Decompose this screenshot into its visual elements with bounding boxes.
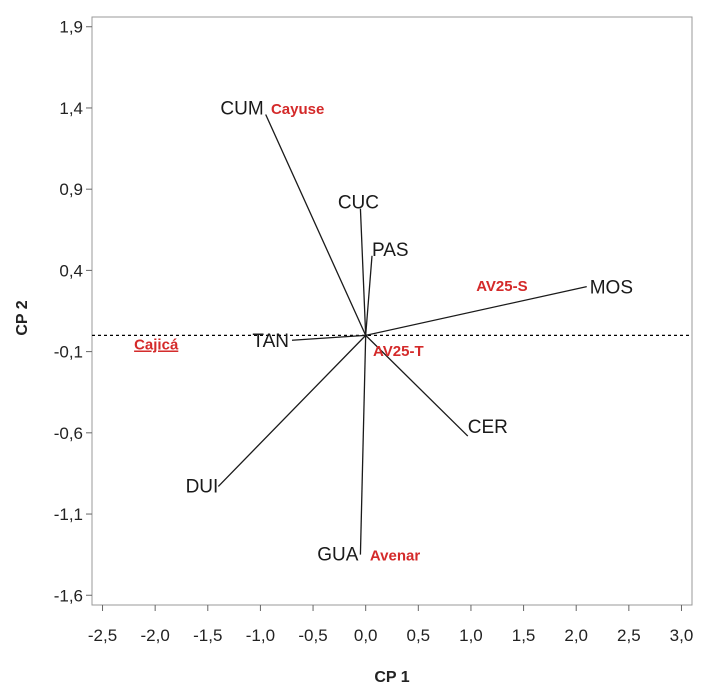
object-label-cajic-: Cajicá — [134, 336, 179, 353]
variable-label-dui: DUI — [186, 476, 219, 497]
variable-label-mos: MOS — [590, 278, 633, 299]
variable-label-cuc: CUC — [338, 193, 379, 214]
y-tick-label: -1,6 — [54, 586, 83, 605]
vector-cum — [265, 114, 367, 336]
x-tick-label: -2,5 — [88, 626, 117, 645]
vector-mos — [365, 286, 587, 336]
y-tick-label: 0,4 — [59, 261, 83, 280]
variable-label-cer: CER — [468, 417, 508, 438]
x-axis-ticks: -2,5 -2,0 -1,5 -1,0 -0,5 0,0 0,5 1,0 1,5 2,0 2,5 3,… — [88, 605, 693, 645]
x-tick-label: -2,0 — [141, 626, 170, 645]
y-tick-label: 1,9 — [59, 18, 83, 37]
y-axis-ticks: -1,6 -1,1 -0,6 -0,1 0,4 0,9 1,4 1,9 — [54, 18, 92, 605]
x-tick-label: -0,5 — [298, 626, 327, 645]
vector-dui — [217, 334, 367, 487]
variable-vectors: CUM CUC PAS MOS TAN CER DUI GUA — [186, 98, 633, 565]
vector-pas — [365, 255, 373, 336]
object-label-avenar: Avenar — [370, 548, 420, 565]
vector-cer — [365, 334, 469, 437]
vector-cuc — [359, 208, 367, 336]
x-tick-label: 1,5 — [512, 626, 536, 645]
plot-frame — [91, 16, 693, 606]
x-tick-label: 2,5 — [617, 626, 641, 645]
y-tick-label: -1,1 — [54, 505, 83, 524]
x-tick-label: 0,0 — [354, 626, 378, 645]
y-tick-label: 1,4 — [59, 99, 83, 118]
vector-tan — [291, 334, 366, 341]
x-tick-label: 2,0 — [564, 626, 588, 645]
x-tick-label: -1,5 — [193, 626, 222, 645]
vector-gua — [359, 335, 367, 555]
x-axis-title: CP 1 — [374, 669, 409, 686]
x-tick-label: 0,5 — [406, 626, 430, 645]
y-axis-title: CP 2 — [14, 300, 31, 335]
y-tick-label: -0,1 — [54, 343, 83, 362]
object-label-av25-t: AV25-T — [373, 343, 424, 360]
object-label-cayuse: Cayuse — [271, 101, 324, 118]
y-tick-label: 0,9 — [59, 180, 83, 199]
object-labels: Cayuse AV25-S Cajicá AV25-T Avenar — [134, 101, 528, 565]
variable-label-tan: TAN — [252, 331, 289, 352]
variable-label-cum: CUM — [220, 98, 263, 119]
variable-label-pas: PAS — [372, 240, 409, 261]
y-tick-label: -0,6 — [54, 424, 83, 443]
variable-label-gua: GUA — [317, 545, 359, 566]
x-tick-label: 3,0 — [670, 626, 694, 645]
x-tick-label: 1,0 — [459, 626, 483, 645]
x-tick-label: -1,0 — [246, 626, 275, 645]
object-label-av25-s: AV25-S — [476, 278, 527, 295]
